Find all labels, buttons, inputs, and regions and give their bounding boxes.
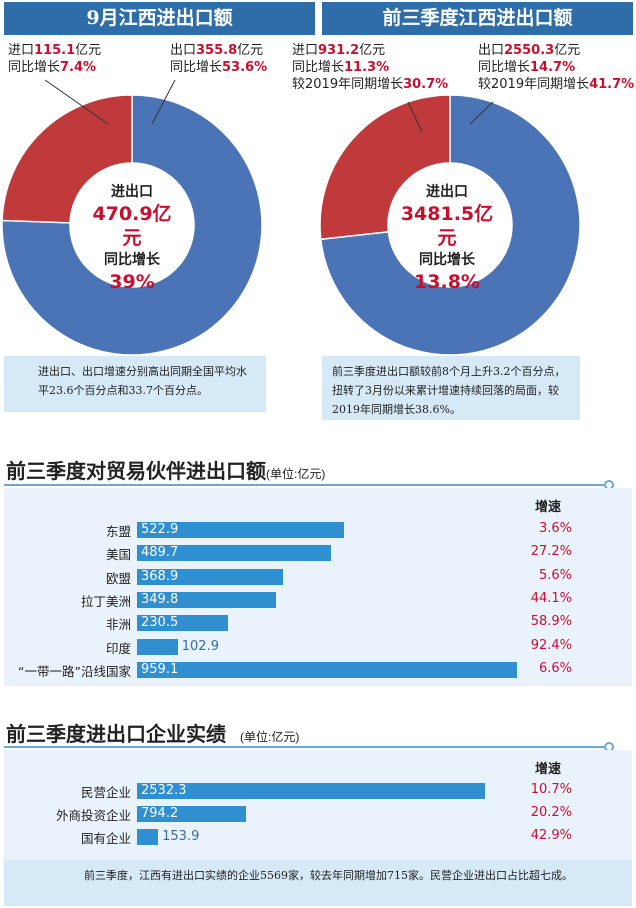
category-label: 东盟: [105, 524, 131, 539]
right-export-leader: [469, 101, 494, 125]
bar-value-label: 368.9: [141, 568, 179, 584]
category-label: 印度: [105, 640, 131, 656]
growth-label: 20.2%: [530, 805, 572, 820]
growth-label: 58.9%: [530, 614, 572, 630]
partners-section-title: 前三季度对贸易伙伴进出口额(单位:亿元): [6, 459, 326, 483]
right-import-leader: [407, 101, 423, 133]
growth-label: 5.6%: [538, 567, 572, 583]
growth-label: 92.4%: [530, 637, 572, 653]
left-import-leader: [44, 80, 109, 125]
partners-chart-pane: [4, 488, 632, 686]
category-label: 拉丁美洲: [80, 593, 131, 609]
enterprise-speed-header: 增速: [535, 762, 562, 777]
bar-value-label: 959.1: [141, 661, 179, 677]
category-label: 非洲: [105, 617, 131, 633]
bar-value-label: 349.8: [141, 591, 179, 607]
enterprise-section-title: 前三季度进出口企业实绩 (单位:亿元): [6, 722, 300, 746]
partners-title-rule: [4, 484, 604, 486]
left-export-leader: [151, 80, 176, 125]
enterprise-chart-pane: [4, 750, 632, 860]
bar: [137, 783, 485, 799]
left-slice-export: [1, 94, 263, 356]
left-slice-import: [1, 94, 133, 224]
partners-speed-header: 增速: [535, 500, 562, 515]
enterprise-note: 前三季度，江西有进出口实绩的企业5569家，较去年同期增加715家。民营企业进出…: [4, 860, 632, 906]
left-import-label: 进口115.1亿元 同比增长7.4%: [8, 43, 102, 75]
bar-value-label: 2532.3: [141, 783, 187, 798]
right-donut-title: 前三季度江西进出口额: [322, 2, 633, 35]
category-label: 外商投资企业: [55, 808, 131, 823]
bar-value-label: 102.9: [181, 638, 219, 654]
bar: [137, 591, 276, 608]
growth-label: 3.6%: [538, 521, 572, 536]
bar-value-label: 230.5: [141, 615, 179, 631]
enterprise-title-rule: [4, 746, 604, 748]
growth-label: 42.9%: [530, 828, 572, 843]
left-donut-center: 进出口 470.9亿元 同比增长 39%: [92, 184, 172, 293]
bar: [137, 545, 332, 562]
bar: [137, 829, 159, 845]
right-donut-center: 进出口 3481.5亿元 同比增长 13.8%: [400, 184, 494, 293]
bar: [137, 638, 178, 655]
left-donut-chart: [1, 80, 263, 356]
bar: [137, 806, 247, 822]
right-slice-export: [319, 94, 581, 356]
category-label: 欧盟: [105, 570, 131, 586]
right-donut-chart: [319, 94, 581, 356]
right-slice-import: [319, 94, 451, 241]
bar: [137, 522, 345, 538]
growth-label: 10.7%: [530, 782, 572, 797]
category-label: “一带一路”沿线国家: [18, 663, 131, 679]
bar-value-label: 794.2: [141, 806, 179, 821]
growth-label: 6.6%: [538, 660, 572, 676]
left-donut-title: 9月江西进出口额: [4, 2, 315, 35]
growth-label: 44.1%: [530, 590, 572, 606]
left-export-label: 出口355.8亿元 同比增长53.6%: [170, 43, 268, 75]
right-donut-note: 前三季度进出口额较前8个月上升3.2个百分点，扭转了3月份以来累计增速持续回落的…: [322, 356, 580, 420]
bar-value-label: 489.7: [141, 545, 179, 561]
bar-value-label: 522.9: [141, 522, 179, 537]
category-label: 美国: [105, 547, 131, 563]
right-import-label: 进口931.2亿元 同比增长11.3% 较2019年同期增长30.7%: [292, 43, 449, 92]
category-label: 民营企业: [80, 785, 131, 800]
right-export-label: 出口2550.3亿元 同比增长14.7% 较2019年同期增长41.7%: [478, 43, 635, 92]
left-donut-note: 进出口、出口增速分别高出同期全国平均水平23.6个百分点和33.7个百分点。: [4, 356, 266, 412]
growth-label: 27.2%: [530, 544, 572, 560]
bar: [137, 615, 229, 632]
bar: [137, 661, 517, 678]
bar-value-label: 153.9: [162, 829, 200, 844]
bar: [137, 568, 284, 585]
category-label: 国有企业: [80, 831, 131, 846]
